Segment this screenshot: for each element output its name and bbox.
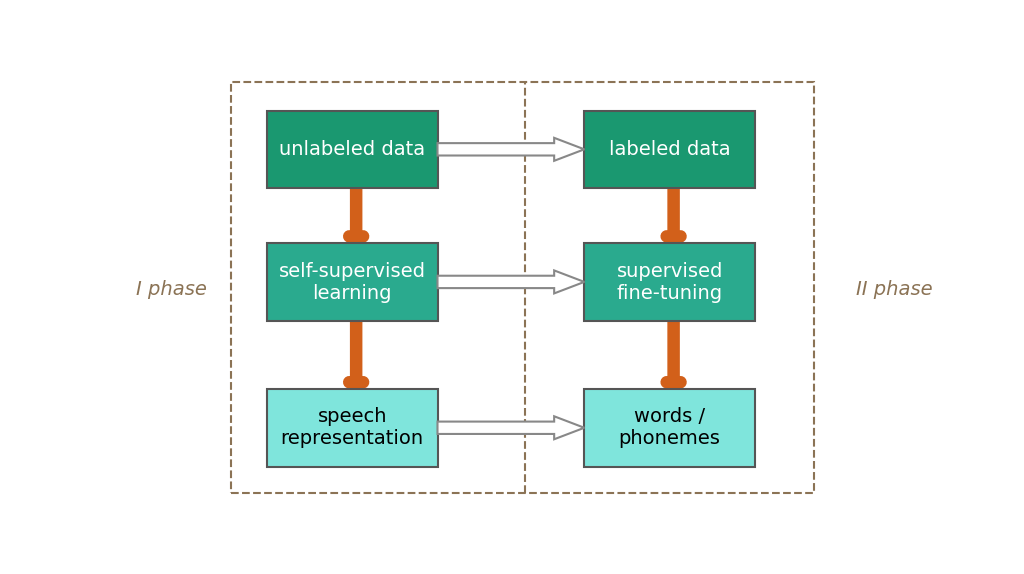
Bar: [231, 82, 814, 493]
Bar: [585, 111, 755, 188]
Bar: [267, 389, 437, 467]
Text: unlabeled data: unlabeled data: [280, 140, 425, 159]
Bar: [585, 243, 755, 321]
Bar: [585, 389, 755, 467]
Polygon shape: [437, 416, 585, 439]
Text: labeled data: labeled data: [609, 140, 730, 159]
Text: speech
representation: speech representation: [281, 408, 424, 448]
Text: self-supervised
learning: self-supervised learning: [279, 262, 426, 302]
Polygon shape: [437, 138, 585, 161]
Polygon shape: [437, 270, 585, 293]
Text: II phase: II phase: [855, 280, 932, 300]
Bar: [267, 243, 437, 321]
Text: I phase: I phase: [136, 280, 207, 300]
Text: supervised
fine-tuning: supervised fine-tuning: [616, 262, 723, 302]
Text: words /
phonemes: words / phonemes: [618, 408, 721, 448]
Bar: [267, 111, 437, 188]
